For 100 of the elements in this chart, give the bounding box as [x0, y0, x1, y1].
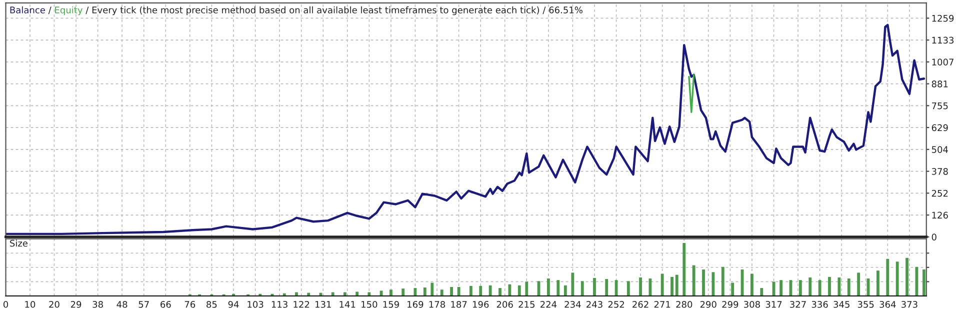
bar [593, 278, 596, 296]
y-tick-label: 755 [932, 102, 948, 110]
bar [847, 278, 850, 296]
x-tick-label: 373 [902, 300, 918, 308]
x-tick-label: 29 [70, 300, 82, 308]
y-tick-label: 1259 [932, 14, 954, 22]
bar [457, 286, 460, 296]
bar [702, 270, 705, 296]
x-tick-label: 252 [608, 300, 624, 308]
bar [639, 277, 642, 296]
bar [731, 282, 734, 296]
bar [886, 258, 890, 296]
bar [580, 281, 584, 296]
x-tick-label: 290 [700, 300, 716, 308]
x-tick-label: 113 [272, 300, 288, 308]
x-tick-label: 243 [586, 300, 602, 308]
y-tick-label: 252 [932, 190, 948, 197]
line-series [6, 24, 926, 236]
bar [508, 284, 512, 296]
bar [798, 280, 802, 296]
annotation: / [48, 6, 52, 14]
x-tick-label: 150 [362, 300, 378, 308]
x-tick-label: 271 [654, 300, 670, 308]
x-tick-label: 20 [49, 300, 60, 308]
bar [479, 286, 482, 296]
x-tick-label: 280 [676, 300, 692, 308]
bar [675, 274, 678, 296]
bar [430, 282, 434, 296]
x-tick-label: 364 [880, 300, 896, 308]
x-tick-label: 85 [206, 300, 217, 308]
chart-title: Size [10, 240, 28, 247]
bar [750, 274, 754, 296]
x-tick-label: 327 [790, 300, 806, 308]
x-tick-label: 178 [429, 300, 446, 308]
bar [906, 258, 908, 296]
bar [682, 243, 686, 296]
bar [547, 278, 550, 296]
y-tick-label: 1133 [932, 36, 954, 44]
y-tick-label: 504 [932, 146, 948, 153]
x-tick-label: 38 [92, 300, 103, 308]
bar [896, 262, 899, 296]
x-tick-label: 169 [408, 300, 424, 308]
y-tick-label: 1007 [932, 58, 954, 66]
bar [780, 280, 782, 296]
bar [626, 281, 630, 296]
bar [525, 282, 528, 296]
x-tick-label: 345 [834, 300, 850, 308]
bar [605, 279, 608, 296]
bar [660, 274, 664, 296]
x-tick-label: 234 [564, 300, 581, 308]
x-tick-label: 206 [496, 300, 513, 308]
bar [670, 276, 674, 296]
x-tick-label: 66 [160, 300, 171, 308]
y-tick-label: 629 [932, 124, 948, 132]
bar [488, 285, 492, 296]
bar [498, 288, 502, 296]
x-tick-label: 94 [228, 300, 239, 308]
y-tick-label: 0 [932, 234, 936, 240]
bar [818, 280, 822, 296]
bar [571, 272, 574, 296]
bar [838, 277, 841, 296]
text: Equity [55, 6, 83, 16]
x-tick-label: 262 [632, 300, 648, 308]
x-tick-label: 57 [138, 301, 149, 308]
bar [423, 287, 426, 296]
bar [712, 272, 715, 296]
bar [721, 266, 724, 296]
x-tick-label: 122 [294, 300, 310, 308]
x-tick-label: 317 [766, 300, 782, 308]
x-tick-label: 103 [248, 300, 264, 308]
bar [922, 270, 926, 296]
bar [876, 270, 880, 296]
y-tick-label: 881 [932, 80, 948, 88]
x-tick-label: 187 [451, 300, 467, 308]
x-tick-label: 48 [116, 300, 128, 308]
y-tick-label: 126 [932, 212, 948, 219]
bar [828, 276, 831, 296]
bar [469, 286, 472, 296]
bar [808, 277, 812, 296]
x-tick-label: 308 [744, 300, 760, 308]
x-tick-label: 10 [25, 300, 36, 308]
x-tick-label: 159 [383, 300, 399, 308]
x-tick-label: 196 [472, 300, 489, 308]
x-tick-label: 224 [540, 300, 557, 308]
bar [564, 285, 567, 296]
x-tick-label: 131 [316, 300, 331, 308]
y-tick-label: 378 [932, 168, 948, 175]
bar [390, 290, 392, 296]
x-tick-label: 299 [722, 300, 738, 308]
bar [692, 265, 696, 296]
chart-title: / Every tick (the most precise method based on all available least timeframes to generate each tick) / 66.51% [86, 6, 582, 16]
bar [857, 272, 860, 296]
x-tick-label: 0 [3, 300, 8, 308]
bar [760, 288, 764, 296]
x-tick-label: 141 [340, 301, 356, 308]
x-tick-label: 215 [518, 300, 534, 308]
bar [356, 292, 359, 296]
bar [450, 286, 453, 296]
bar [414, 288, 417, 296]
bar [518, 285, 521, 296]
